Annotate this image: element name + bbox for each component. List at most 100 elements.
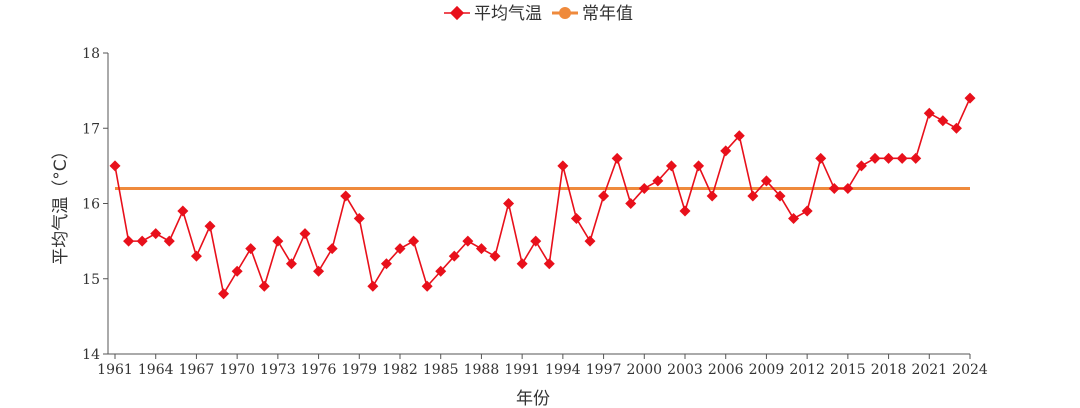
- data-point-1998[interactable]: [611, 152, 623, 164]
- data-point-1991[interactable]: [516, 258, 528, 270]
- data-point-1996[interactable]: [584, 235, 596, 247]
- data-point-2002[interactable]: [665, 160, 677, 172]
- data-point-1969[interactable]: [218, 288, 230, 300]
- data-point-2018[interactable]: [883, 152, 895, 164]
- data-point-2009[interactable]: [760, 175, 772, 187]
- data-point-2013[interactable]: [815, 152, 827, 164]
- data-point-1989[interactable]: [489, 250, 501, 262]
- legend-item-average-temp[interactable]: 平均气温: [444, 4, 542, 24]
- data-point-1997[interactable]: [598, 190, 610, 202]
- x-tick-label: 2006: [708, 362, 744, 378]
- data-point-1993[interactable]: [543, 258, 555, 270]
- data-point-1976[interactable]: [313, 265, 325, 277]
- y-tick-label: 15: [82, 272, 100, 288]
- data-point-2014[interactable]: [828, 182, 840, 194]
- data-point-2012[interactable]: [801, 205, 813, 217]
- data-point-1980[interactable]: [367, 280, 379, 292]
- x-tick-label: 1997: [586, 362, 622, 378]
- data-point-1987[interactable]: [462, 235, 474, 247]
- data-point-2020[interactable]: [910, 152, 922, 164]
- legend: 平均气温 常年值: [444, 4, 633, 24]
- x-axis: 1961 1964 1967 1970 1973 1976 1979 1982 1985 1988…: [97, 353, 988, 378]
- y-axis-title: 平均气温（°C）: [51, 142, 71, 264]
- x-tick-label: 1982: [382, 362, 418, 378]
- data-point-1971[interactable]: [245, 243, 257, 255]
- data-point-2005[interactable]: [706, 190, 718, 202]
- data-point-2001[interactable]: [652, 175, 664, 187]
- temperature-series-line: [114, 97, 971, 295]
- data-point-1983[interactable]: [408, 235, 420, 247]
- x-tick-label: 2018: [871, 362, 907, 378]
- data-point-2006[interactable]: [720, 145, 732, 157]
- x-tick-label: 2000: [626, 362, 662, 378]
- x-tick-label: 2024: [952, 362, 988, 378]
- data-point-2000[interactable]: [638, 182, 650, 194]
- data-point-2016[interactable]: [855, 160, 867, 172]
- data-point-1986[interactable]: [448, 250, 460, 262]
- data-point-1967[interactable]: [190, 250, 202, 262]
- x-tick-label: 1988: [464, 362, 500, 378]
- data-point-1992[interactable]: [530, 235, 542, 247]
- x-axis-title: 年份: [516, 389, 550, 408]
- x-tick-label: 1991: [504, 362, 540, 378]
- data-point-2017[interactable]: [869, 152, 881, 164]
- data-point-1995[interactable]: [570, 213, 582, 225]
- data-point-1975[interactable]: [299, 228, 311, 240]
- legend-label-average-temp: 平均气温: [474, 4, 542, 24]
- legend-item-normal-value[interactable]: 常年值: [552, 4, 633, 24]
- x-tick-label: 2015: [830, 362, 866, 378]
- data-point-2010[interactable]: [774, 190, 786, 202]
- data-point-2003[interactable]: [679, 205, 691, 217]
- data-point-1961[interactable]: [109, 160, 121, 172]
- data-point-1982[interactable]: [394, 243, 406, 255]
- legend-marker-diamond: [449, 5, 465, 21]
- data-point-1968[interactable]: [204, 220, 216, 232]
- data-point-2021[interactable]: [923, 107, 935, 119]
- data-point-1985[interactable]: [435, 265, 447, 277]
- data-point-2007[interactable]: [733, 130, 745, 142]
- x-tick-label: 1979: [341, 362, 377, 378]
- x-tick-label: 1976: [301, 362, 337, 378]
- data-point-1999[interactable]: [625, 198, 637, 209]
- data-point-1994[interactable]: [557, 160, 569, 172]
- legend-label-normal-value: 常年值: [582, 4, 633, 24]
- data-point-1962[interactable]: [123, 235, 135, 247]
- data-point-2008[interactable]: [747, 190, 759, 202]
- data-point-2011[interactable]: [788, 213, 800, 225]
- data-point-1972[interactable]: [258, 280, 270, 292]
- data-point-2015[interactable]: [842, 182, 854, 194]
- x-tick-label: 2009: [749, 362, 785, 378]
- data-point-1977[interactable]: [326, 243, 338, 255]
- data-point-1981[interactable]: [380, 258, 392, 270]
- data-point-1988[interactable]: [475, 243, 487, 255]
- data-point-1965[interactable]: [163, 235, 175, 247]
- x-tick-label: 1964: [138, 362, 174, 378]
- x-tick-label: 2021: [911, 362, 947, 378]
- y-tick-label: 14: [82, 347, 100, 363]
- data-point-2022[interactable]: [937, 115, 949, 127]
- data-point-2024[interactable]: [964, 92, 976, 104]
- x-tick-label: 1973: [260, 362, 296, 378]
- y-tick-label: 17: [82, 121, 100, 137]
- data-point-1978[interactable]: [340, 190, 352, 202]
- x-tick-label: 1967: [179, 362, 215, 378]
- x-tick-label: 1961: [97, 362, 133, 378]
- data-point-1963[interactable]: [136, 235, 148, 247]
- data-point-1984[interactable]: [421, 280, 433, 292]
- data-point-2019[interactable]: [896, 152, 908, 164]
- data-point-1990[interactable]: [503, 198, 515, 209]
- data-point-1964[interactable]: [150, 228, 162, 240]
- data-point-1973[interactable]: [272, 235, 284, 247]
- plot-area: [109, 92, 976, 300]
- data-point-2023[interactable]: [950, 122, 962, 134]
- y-tick-label: 16: [82, 197, 100, 213]
- y-axis: 14 15 16 17 18: [82, 46, 109, 363]
- data-point-2004[interactable]: [693, 160, 705, 172]
- data-point-1979[interactable]: [353, 213, 365, 225]
- data-point-1974[interactable]: [285, 258, 297, 270]
- data-point-1966[interactable]: [177, 205, 189, 217]
- data-point-1970[interactable]: [231, 265, 243, 277]
- legend-marker-circle: [559, 7, 571, 19]
- x-tick-label: 1994: [545, 362, 581, 378]
